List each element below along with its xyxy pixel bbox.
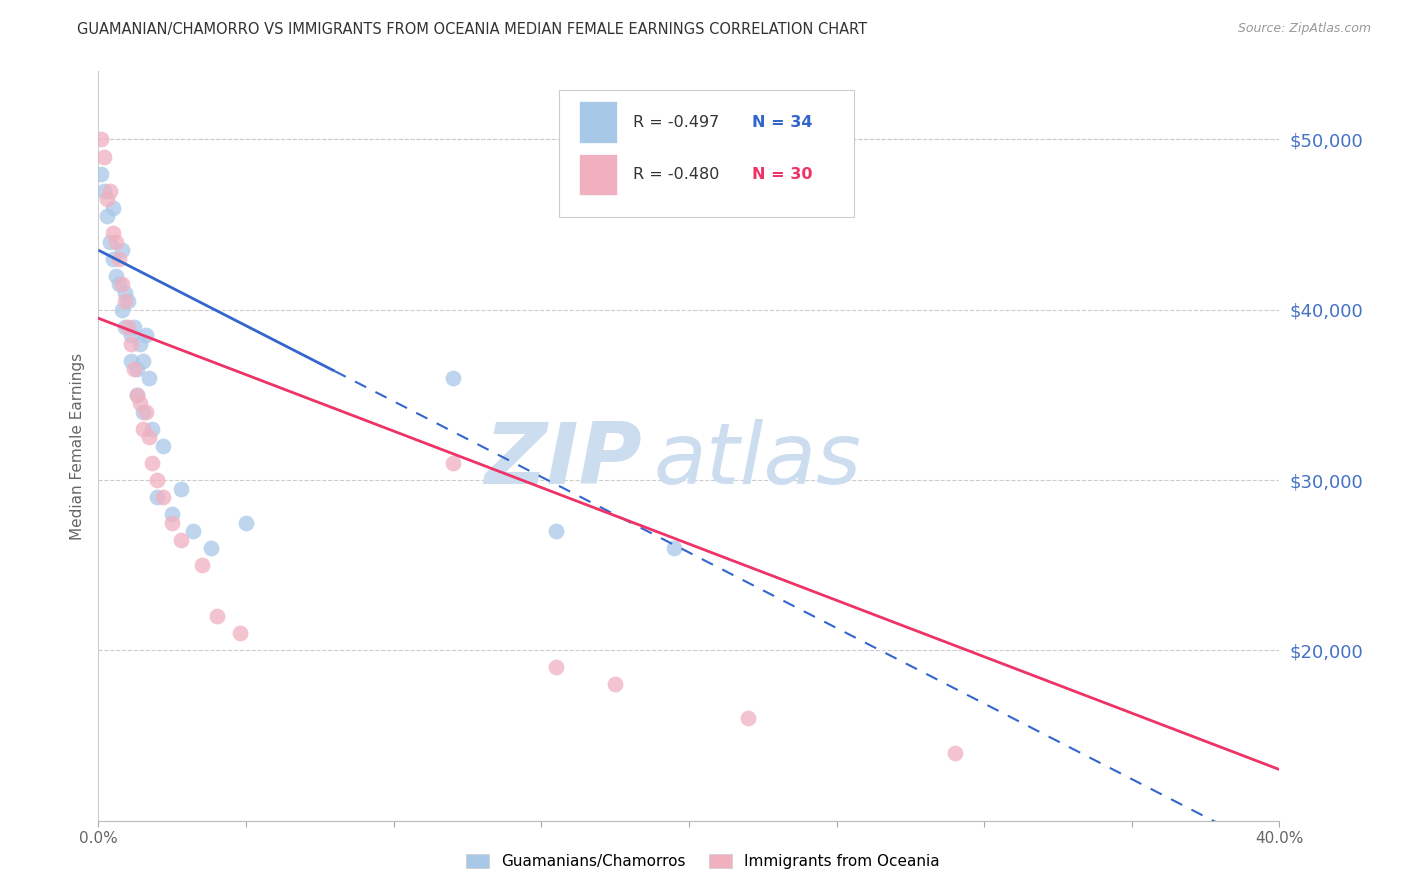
Point <box>152 490 174 504</box>
Point <box>122 362 145 376</box>
Point <box>90 132 112 146</box>
FancyBboxPatch shape <box>579 102 617 143</box>
Point <box>132 422 155 436</box>
Point <box>200 541 222 556</box>
Point <box>152 439 174 453</box>
Point <box>170 482 193 496</box>
Point <box>132 354 155 368</box>
Text: Source: ZipAtlas.com: Source: ZipAtlas.com <box>1237 22 1371 36</box>
Point <box>98 184 121 198</box>
Point <box>120 354 142 368</box>
Point <box>205 609 228 624</box>
Point <box>114 285 136 300</box>
Point <box>146 473 169 487</box>
Point <box>108 277 131 292</box>
Point <box>103 252 125 266</box>
Point <box>125 388 148 402</box>
Point <box>125 362 148 376</box>
FancyBboxPatch shape <box>579 153 617 195</box>
Point <box>162 516 183 530</box>
Text: R = -0.497: R = -0.497 <box>634 115 720 130</box>
Point <box>943 746 966 760</box>
Point <box>111 277 134 292</box>
Point <box>96 209 118 223</box>
Point <box>235 516 257 530</box>
Point <box>146 490 169 504</box>
Point <box>128 396 150 410</box>
Point <box>105 268 128 283</box>
Point <box>441 456 464 470</box>
Point <box>120 336 142 351</box>
Point <box>135 405 157 419</box>
Point <box>141 456 163 470</box>
Text: N = 34: N = 34 <box>752 115 813 130</box>
Point <box>117 294 139 309</box>
Point <box>132 405 155 419</box>
Point <box>120 328 142 343</box>
Point <box>108 252 131 266</box>
Text: GUAMANIAN/CHAMORRO VS IMMIGRANTS FROM OCEANIA MEDIAN FEMALE EARNINGS CORRELATION: GUAMANIAN/CHAMORRO VS IMMIGRANTS FROM OC… <box>77 22 868 37</box>
Point <box>737 711 759 725</box>
Text: R = -0.480: R = -0.480 <box>634 168 720 182</box>
Point <box>114 319 136 334</box>
Point <box>135 328 157 343</box>
Point <box>125 388 148 402</box>
Point <box>229 626 252 640</box>
Point <box>141 422 163 436</box>
Point <box>191 558 214 573</box>
Point <box>93 149 115 163</box>
Point <box>111 243 134 257</box>
Text: ZIP: ZIP <box>484 419 641 502</box>
Point <box>546 524 568 538</box>
Point <box>138 371 160 385</box>
Text: N = 30: N = 30 <box>752 168 813 182</box>
Point <box>105 235 128 249</box>
Point <box>546 660 568 674</box>
Point <box>181 524 204 538</box>
Point <box>605 677 627 691</box>
Y-axis label: Median Female Earnings: Median Female Earnings <box>69 352 84 540</box>
Point <box>664 541 686 556</box>
Point <box>128 336 150 351</box>
Point <box>162 507 183 521</box>
Point <box>114 294 136 309</box>
Point <box>117 319 139 334</box>
Point <box>122 319 145 334</box>
Point <box>103 201 125 215</box>
Point <box>93 184 115 198</box>
Point <box>170 533 193 547</box>
Point <box>103 226 125 240</box>
Point <box>98 235 121 249</box>
Point <box>138 430 160 444</box>
Text: atlas: atlas <box>654 419 862 502</box>
Point <box>441 371 464 385</box>
Point <box>96 192 118 206</box>
Legend: Guamanians/Chamorros, Immigrants from Oceania: Guamanians/Chamorros, Immigrants from Oc… <box>460 848 946 875</box>
Point <box>90 167 112 181</box>
Point <box>111 302 134 317</box>
FancyBboxPatch shape <box>560 90 855 218</box>
